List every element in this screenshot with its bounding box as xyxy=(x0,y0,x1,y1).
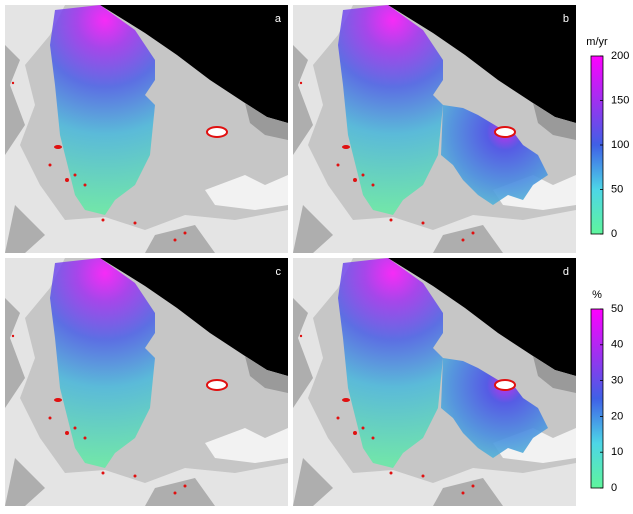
panel-label: a xyxy=(275,13,282,25)
map-panel: a xyxy=(5,5,288,253)
colorbar-unit: m/yr xyxy=(586,36,608,48)
colorbar-tick-label: 50 xyxy=(611,183,623,195)
colorbar-tick-label: 20 xyxy=(611,410,623,422)
colorbar-tick-label: 0 xyxy=(611,228,617,240)
panel-label: c xyxy=(276,266,282,278)
map-panel: c xyxy=(5,258,288,506)
colorbar xyxy=(591,309,603,488)
colorbar-tick-label: 40 xyxy=(611,339,623,351)
map-panel: d xyxy=(293,258,576,506)
colorbar-unit: % xyxy=(592,289,602,301)
colorbar-tick-label: 100 xyxy=(611,139,629,151)
colorbar-tick-label: 30 xyxy=(611,375,623,387)
colorbar-tick-label: 10 xyxy=(611,446,623,458)
colorbar-tick-label: 150 xyxy=(611,94,629,106)
colorbar-tick-label: 50 xyxy=(611,303,623,315)
map-panel: b xyxy=(293,5,576,253)
colorbar-tick-label: 200 xyxy=(611,50,629,62)
panel-label: b xyxy=(563,13,569,25)
panel-label: d xyxy=(563,266,569,278)
figure: a b c d m/yr 0 50 100 150 200% 0 10 20 30 40 50 xyxy=(0,0,633,509)
colorbar-tick-label: 0 xyxy=(611,482,617,494)
